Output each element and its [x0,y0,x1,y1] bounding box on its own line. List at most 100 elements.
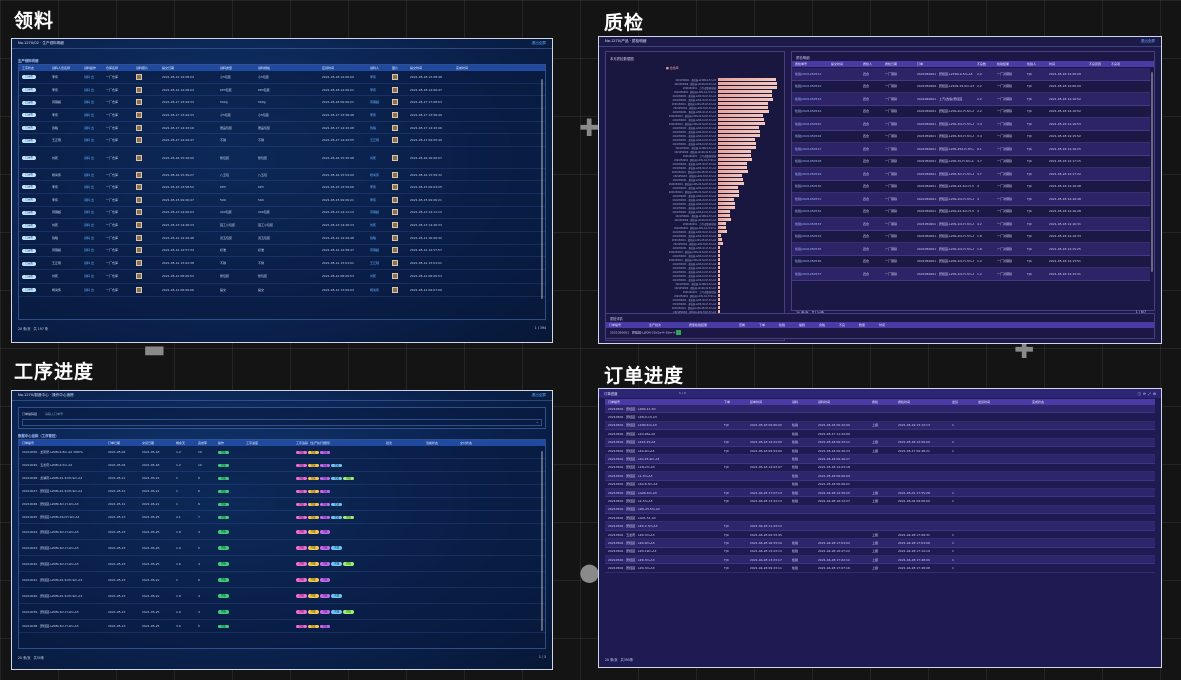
chart-bar[interactable] [718,274,720,278]
exit-fullscreen-button[interactable]: 退出全屏 [531,41,546,45]
table-row[interactable]: 20210500 · 碧桂园 · LZ0-3m-A3 TJ0 2021-04-28 … [605,564,1155,573]
table-row[interactable]: 检验(2021050530 四合 一厂钢铁 2021050001 · 碧桂园-L20S… [792,181,1150,193]
user-link[interactable]: 李伟 [370,87,377,92]
status-tag[interactable]: 完成 [218,610,229,614]
fullscreen-icon[interactable]: ⤢ [1148,392,1151,396]
process-tag[interactable]: 完成 [319,624,331,629]
chart-bar[interactable] [718,226,727,230]
chart-bar[interactable] [718,294,720,298]
chart-bar[interactable] [718,98,773,102]
user-link[interactable]: 杨尚伟 [370,287,380,292]
chart-bar[interactable] [718,194,740,198]
process-tag[interactable]: 完成 [331,476,343,481]
table-row[interactable]: 已完成 杨尚伟 领料·出 一厂仓库 2021-05-12 08:06:06 提交 提交 202… [19,284,545,297]
table-row[interactable]: 检验(2021050527 四合 一厂钢铁 2021050001 · 碧桂园-L20S… [792,143,1150,156]
table-row[interactable]: 20210500 · 碧桂园 · LZ0-3m-A3 TJ0 2021-04-28 … [605,556,1155,565]
material-photo[interactable] [392,286,398,293]
process-tag[interactable]: 完成 [319,530,331,534]
chart-bar[interactable] [718,250,720,254]
material-photo[interactable] [392,273,398,280]
table-row[interactable]: 已完成 周锡超 领料·出 一厂仓库 2021-05-12 14:57:34 标准 标准 202… [19,245,545,258]
material-photo[interactable] [392,73,398,80]
chart-bar[interactable] [718,254,720,258]
table-row[interactable]: 20210500 · 碧桂园 · LG01-51-A3 [605,514,1155,523]
process-tag[interactable]: 完成 [296,578,307,582]
chart-bar[interactable] [718,118,764,122]
quality-detail-row[interactable]: 2021050001 · 碧桂园-LJ20N-21kSa-H-3Sm-A [610,330,682,335]
status-tag[interactable]: 完成 [218,594,229,598]
process-tag[interactable]: 完成 [307,515,319,520]
receive-link[interactable]: 领料·出 [84,287,94,292]
chart-bar[interactable] [718,146,757,150]
table-row[interactable]: 已完成 王正刚 领料·出 一厂仓库 2021-05-12 13:02:38 不锈 不锈 202… [19,257,545,270]
process-tag[interactable]: 完成 [343,562,354,566]
material-photo[interactable] [136,273,142,280]
table-row[interactable]: 20210500 · 五龙府 · LZ0-3m-A3 TJ0 2021-04-28 … [605,531,1155,540]
table-row[interactable]: 检验(2021050532 四合 一厂钢铁 2021050001 · 碧桂园-L20S… [792,206,1150,218]
table-row[interactable]: 已完成 周锡超 领料·出 一厂仓库 2021-05-13 14:06:03 200包装 20… [19,207,545,220]
chart-bar[interactable] [718,138,755,142]
receive-link[interactable]: 领料·出 [84,235,94,240]
process-tag[interactable]: 完成 [296,515,307,520]
process-tag[interactable]: 完成 [319,489,331,494]
chart-bar[interactable] [718,278,720,282]
user-link[interactable]: 钱曦 [370,235,377,240]
table-row[interactable]: 20210046 · 碧桂园-LZ0M-3m-H-9m-A3 2021-05-11… [19,498,545,511]
process-tag[interactable]: 完成 [296,624,307,629]
user-link[interactable]: 刘乾 [370,274,377,279]
chart-bar[interactable] [718,266,720,270]
status-tag[interactable]: 完成 [218,476,229,481]
process-tag[interactable]: 完成 [296,530,307,534]
table-row[interactable]: 20210047 · 碧桂园-LZ0M-22.3mH-9m-A2 2021-05-… [19,485,545,498]
page-size-select[interactable]: 20 条/页 [796,311,809,315]
chart-bar[interactable] [718,170,748,174]
table-row[interactable]: 检验(2021050531 四合 一厂钢铁 2021050001 · 碧桂园-L20S… [792,193,1150,206]
receive-link[interactable]: 领料·出 [84,155,94,160]
chart-bar[interactable] [718,102,768,106]
pagination[interactable]: 1 / 394 [534,326,546,330]
user-link[interactable]: 李伟 [370,112,377,117]
chart-bar[interactable] [718,150,751,154]
material-photo[interactable] [136,86,142,93]
process-tag[interactable]: 完成 [307,489,319,494]
user-link[interactable]: 李伟 [370,197,377,202]
table-row[interactable]: 20210500 · 碧桂园 · L1-3m-A3 检验 2021-05-18 09… [605,472,1155,481]
chart-bar[interactable] [718,202,735,206]
table-row[interactable]: 检验(2021050522 四合 一厂钢铁 2021050009 · 碧桂园-L210… [792,81,1150,93]
user-link[interactable]: 刘乾 [370,223,377,228]
process-tag[interactable]: 完成 [331,515,343,520]
table-row[interactable]: 已完成 李伟 领料·出 一厂仓库 2021-05-17 13:44:33 小5包装 小5包装… [19,109,545,122]
material-photo[interactable] [136,196,142,203]
process-tag[interactable]: 完成 [331,502,343,507]
table-row[interactable]: 20210500 · 碧桂园 · LZ0-19m-A3 TJ0 2021-04-28… [605,548,1155,557]
pagination[interactable]: 1 / 6/7 [1135,310,1146,314]
table-row[interactable]: 20210041 · 碧桂园-LZ0M-22.3mH-9m-A3 2021-05-… [19,572,545,588]
quality-scrollbar[interactable] [1151,72,1153,272]
chart-bar[interactable] [718,246,720,250]
chart-bar[interactable] [718,94,773,98]
process-tag[interactable]: 完成 [296,594,307,598]
process-tag[interactable]: 完成 [296,450,307,455]
chart-bar[interactable] [718,222,726,226]
material-photo[interactable] [392,137,398,144]
process-tag[interactable]: 完成 [343,610,354,614]
table-row[interactable]: 已完成 钱曦 领料·出 一厂仓库 2021-05-17 14:43:16 赠品包装 赠品包装… [19,122,545,135]
table-row[interactable]: 20210500 · 碧桂园 · LG06-6m-A3 TJ0 2021-04-28… [605,488,1155,498]
chart-bar[interactable] [718,270,720,274]
refresh-icon[interactable]: ⟳ [1143,392,1146,396]
process-tag[interactable]: 完成 [319,476,331,481]
process-tag[interactable]: 完成 [296,476,307,481]
table-row[interactable]: 20210500 · 碧桂园 · LZ0b-11-3m [605,405,1155,414]
process-tag[interactable]: 完成 [307,546,319,550]
user-link[interactable]: 周锡超 [370,210,380,215]
table-row[interactable]: 20210500 · 碧桂园 · LK14-25-A3 TJ0 2021-05-18… [605,438,1155,447]
chart-bar[interactable] [718,90,772,94]
table-row[interactable]: 检验(2021050524 四合 一厂钢铁 2021050001 · 碧桂园-L20S… [792,106,1150,118]
material-photo[interactable] [136,222,142,229]
table-row[interactable]: 检验(2021050526 四合 一厂钢铁 2021050001 · 碧桂园-L20S… [792,131,1150,143]
receive-link[interactable]: 领料·出 [84,261,94,266]
chart-bar[interactable] [718,310,720,314]
chart-bar[interactable] [718,106,769,110]
table-row[interactable]: 20210500 · 碧桂园 · LZ0-2-3m-A3 TJ0 2021-04-2… [605,522,1155,531]
material-photo[interactable] [136,234,142,241]
